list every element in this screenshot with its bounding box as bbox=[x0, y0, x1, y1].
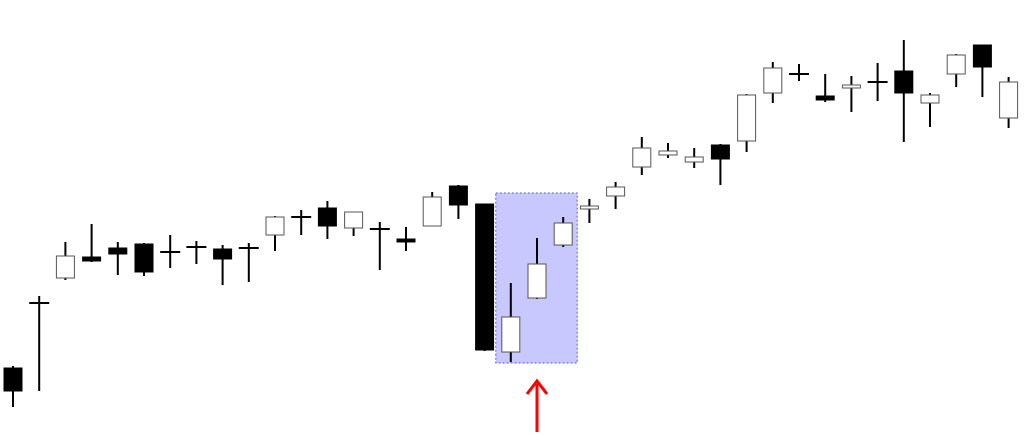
candle-body-down bbox=[134, 243, 154, 273]
candle-body-up bbox=[841, 84, 861, 89]
candle-body-up bbox=[527, 263, 547, 299]
candle bbox=[369, 222, 390, 270]
candle bbox=[527, 238, 547, 299]
candle-body-up bbox=[579, 205, 599, 210]
candle-body-up bbox=[684, 156, 704, 163]
candle bbox=[448, 185, 468, 219]
candle-body-up bbox=[658, 150, 678, 156]
candle bbox=[920, 93, 940, 127]
candle bbox=[789, 64, 809, 81]
candle bbox=[396, 227, 416, 251]
candle bbox=[265, 216, 285, 251]
candle bbox=[946, 54, 966, 87]
candle bbox=[29, 296, 50, 391]
candle bbox=[3, 366, 23, 407]
candle-body-up bbox=[501, 316, 521, 353]
candle-body-up bbox=[946, 54, 966, 75]
candle bbox=[841, 76, 861, 112]
candle bbox=[815, 74, 835, 102]
candle bbox=[553, 217, 573, 247]
red-arrow-up-icon bbox=[525, 378, 549, 432]
candle bbox=[82, 224, 102, 262]
candle bbox=[763, 62, 783, 103]
candle bbox=[317, 201, 337, 239]
candle bbox=[344, 211, 364, 236]
candle bbox=[710, 144, 730, 185]
candle-body-down bbox=[108, 247, 128, 255]
candle-body-down bbox=[82, 256, 102, 262]
candle bbox=[238, 243, 259, 282]
candle-body-down bbox=[894, 70, 914, 94]
annotation-layer bbox=[525, 378, 549, 432]
candle bbox=[213, 245, 233, 285]
candle-body-up bbox=[422, 196, 442, 227]
candle-body-up bbox=[553, 222, 573, 246]
candles-layer bbox=[3, 40, 1019, 407]
candle-body-down bbox=[213, 248, 233, 260]
candle bbox=[972, 44, 992, 97]
candle-body-down bbox=[475, 203, 495, 351]
candle-body-up bbox=[920, 94, 940, 104]
candle-body-up bbox=[265, 216, 285, 236]
candle bbox=[186, 241, 207, 264]
candle bbox=[55, 242, 75, 280]
candle-body-up bbox=[344, 211, 364, 229]
candle bbox=[999, 77, 1019, 128]
candle bbox=[658, 143, 678, 158]
candle-body-down bbox=[3, 367, 23, 392]
candle bbox=[134, 243, 154, 276]
candle bbox=[737, 94, 757, 152]
candle bbox=[632, 137, 652, 175]
candle bbox=[867, 63, 888, 101]
candle bbox=[422, 192, 442, 227]
candle bbox=[475, 203, 495, 351]
candle-body-down bbox=[972, 44, 992, 68]
candle-body-up bbox=[606, 186, 626, 197]
candle-body-up bbox=[632, 147, 652, 168]
candle-body-down bbox=[710, 144, 730, 160]
candle bbox=[501, 283, 521, 362]
candle-body-up bbox=[763, 67, 783, 94]
candle bbox=[291, 210, 312, 235]
candle-body-down bbox=[396, 238, 416, 243]
candle bbox=[108, 242, 128, 275]
candle-body-down bbox=[317, 207, 337, 227]
candle bbox=[684, 148, 704, 168]
candle bbox=[894, 40, 914, 142]
candle-body-up bbox=[999, 81, 1019, 119]
candle-body-down bbox=[815, 95, 835, 101]
arrow-head bbox=[525, 378, 549, 395]
candle-body-up bbox=[55, 255, 75, 279]
candle-body-down bbox=[448, 185, 468, 206]
candle-body-up bbox=[737, 94, 757, 142]
candle bbox=[160, 235, 181, 268]
candle bbox=[579, 199, 599, 223]
candle bbox=[606, 182, 626, 209]
